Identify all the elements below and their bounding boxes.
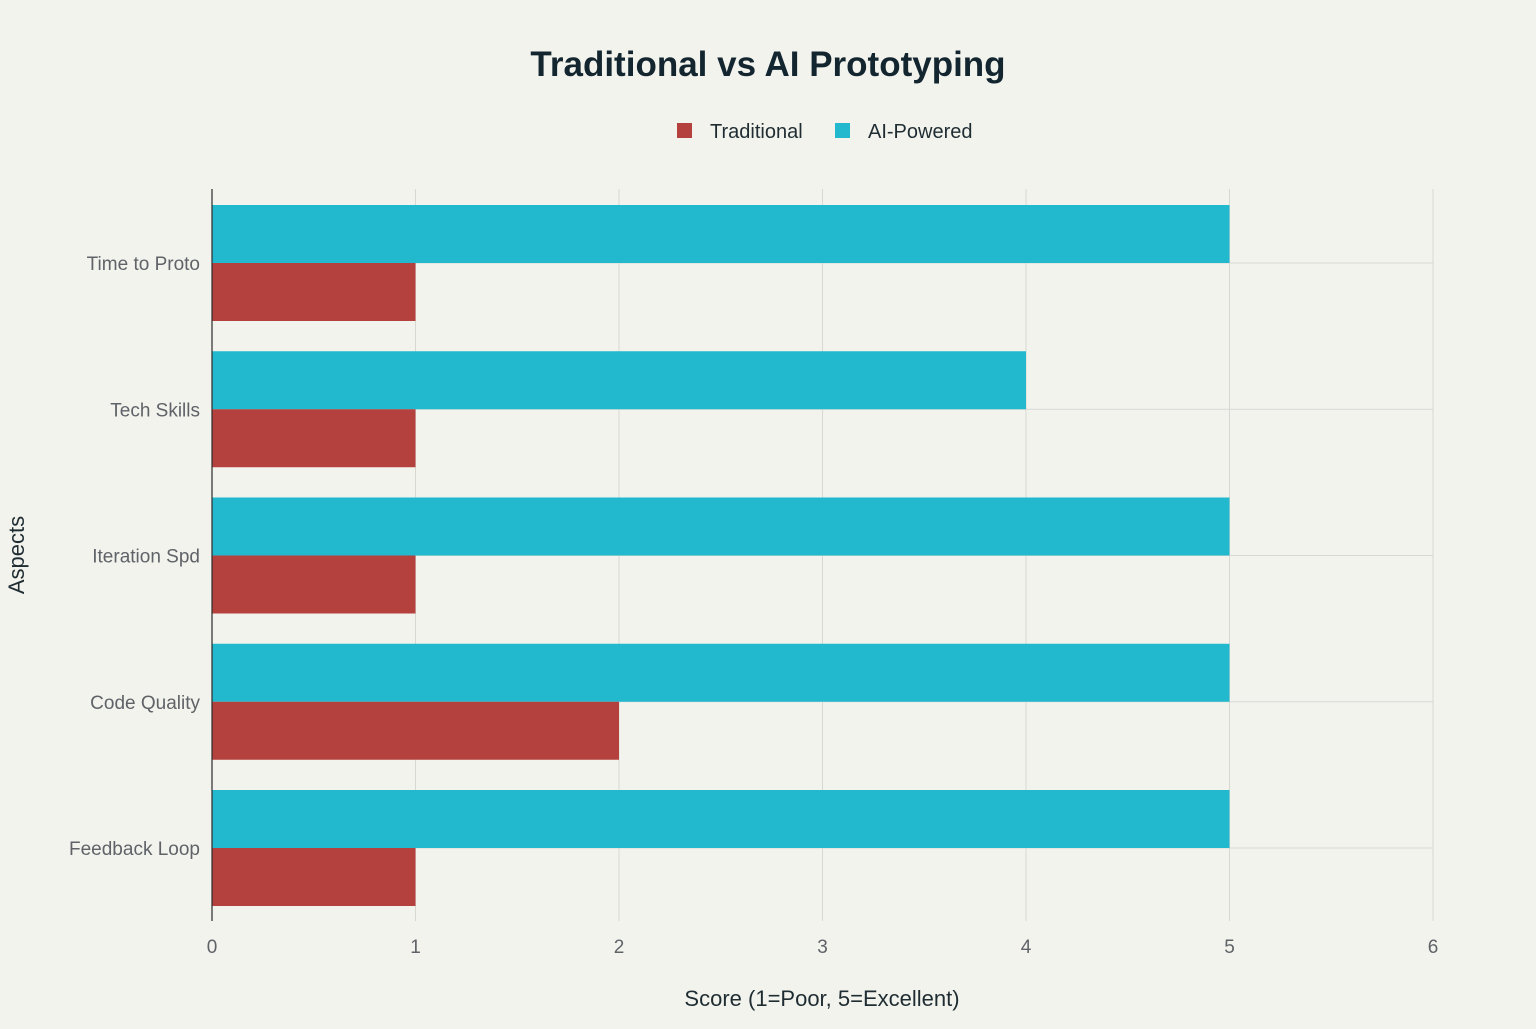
legend-traditional-swatch — [677, 123, 692, 138]
bar-ai-powered — [212, 643, 1230, 702]
x-tick-label: 5 — [1224, 937, 1235, 958]
bar-traditional — [212, 409, 416, 468]
x-tick-label: 1 — [410, 937, 421, 958]
category-label: Iteration Spd — [92, 547, 200, 568]
x-tick-label: 6 — [1428, 937, 1439, 958]
bar-traditional — [212, 555, 416, 614]
legend: Traditional AI-Powered — [677, 121, 973, 143]
legend-traditional-label: Traditional — [710, 121, 803, 143]
bar-ai-powered — [212, 497, 1230, 556]
y-axis-title: Aspects — [4, 516, 29, 594]
x-tick-label: 2 — [614, 937, 625, 958]
bar-ai-powered — [212, 205, 1230, 263]
category-label: Tech Skills — [110, 400, 200, 421]
bars — [212, 205, 1230, 906]
category-labels: Time to Proto Tech Skills Iteration Spd Cod… — [69, 254, 200, 860]
chart-title: Traditional vs AI Prototyping — [530, 45, 1005, 84]
x-tick-label: 4 — [1021, 937, 1032, 958]
bar-ai-powered — [212, 790, 1230, 848]
x-tick-label: 3 — [817, 937, 828, 958]
bar-ai-powered — [212, 351, 1026, 410]
category-label: Code Quality — [90, 693, 200, 714]
x-tick-label: 0 — [207, 937, 218, 958]
x-axis-title: Score (1=Poor, 5=Excellent) — [684, 986, 959, 1011]
legend-ai-powered-swatch — [835, 123, 850, 138]
legend-ai-powered-label: AI-Powered — [868, 121, 973, 143]
bar-traditional — [212, 263, 416, 321]
x-tick-labels: 0 1 2 3 4 5 6 — [207, 937, 1439, 958]
category-label: Feedback Loop — [69, 839, 200, 860]
category-label: Time to Proto — [87, 254, 200, 275]
bar-traditional — [212, 848, 416, 906]
bar-traditional — [212, 701, 619, 760]
